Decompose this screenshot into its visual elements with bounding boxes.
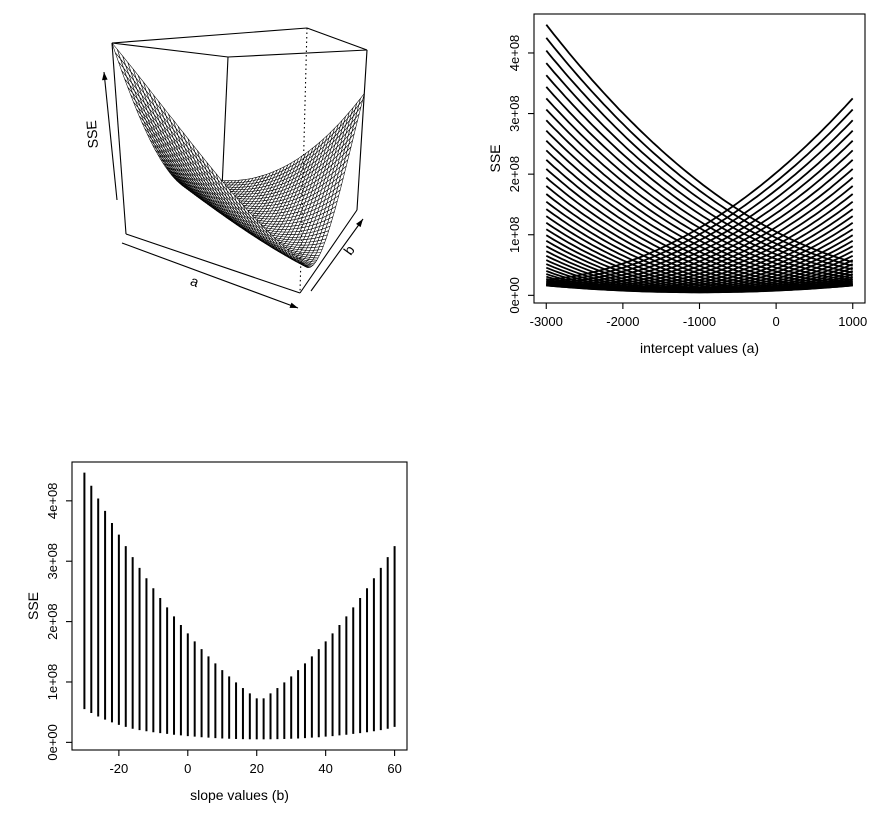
sse-curve-b-50	[546, 149, 854, 287]
sse-curve-b-46	[546, 168, 854, 289]
slope-y-label: SSE	[25, 592, 41, 620]
sse-curve-b-48	[546, 159, 854, 288]
sse-parabola-curves	[545, 24, 854, 294]
b-axis-arrow	[310, 218, 364, 292]
x-tick-label: 60	[387, 761, 401, 776]
sse-axis-arrow	[102, 71, 118, 201]
x-tick-label: 1000	[838, 314, 867, 329]
y-tick-label: 3e+08	[45, 543, 60, 580]
sse-curve-b--26	[545, 50, 853, 271]
intercept-x-label: intercept values (a)	[640, 340, 759, 356]
sse-range-segments	[83, 472, 396, 740]
intercept-axes: -3000 -2000 -1000 0 1000 0e+00 1e+08 2e+08 3e+08…	[487, 13, 867, 356]
y-tick-label: 2e+08	[507, 156, 522, 193]
x-tick-label: 0	[184, 761, 191, 776]
sse-surface-mesh	[111, 42, 365, 268]
x-tick-label: 20	[249, 761, 263, 776]
sse-curve-b--30	[545, 24, 853, 263]
b-axis-label: b	[340, 242, 358, 258]
sse-curve-b--28	[545, 37, 853, 267]
sse-curve-b--20	[545, 86, 853, 279]
x-tick-label: 0	[773, 314, 780, 329]
sse-curve-b-44	[546, 176, 854, 290]
sse-curve-b-52	[546, 140, 854, 286]
sse-curve-b--22	[545, 74, 853, 277]
slope-axes: -20 0 20 40 60 0e+00 1e+08 2e+08 3e+08 4e+08 slope…	[25, 461, 408, 803]
sse-curve-b-58	[546, 108, 854, 283]
intercept-y-label: SSE	[487, 144, 503, 172]
x-tick-label: -1000	[683, 314, 716, 329]
x-tick-label: -20	[109, 761, 128, 776]
sse-vs-slope-plot: -20 0 20 40 60 0e+00 1e+08 2e+08 3e+08 4e+08 slope…	[25, 461, 408, 803]
y-tick-label: 0e+00	[507, 277, 522, 314]
sse-curve-b--24	[545, 62, 853, 274]
y-tick-label: 3e+08	[507, 95, 522, 132]
sse-curve-b-60	[546, 97, 854, 281]
y-tick-label: 2e+08	[45, 603, 60, 640]
y-tick-label: 1e+08	[507, 216, 522, 253]
sse-curve-b-56	[546, 119, 854, 284]
sse-axis-label: SSE	[83, 120, 101, 149]
y-tick-label: 1e+08	[45, 664, 60, 701]
y-tick-label: 0e+00	[45, 724, 60, 761]
a-axis-arrow	[121, 242, 299, 309]
sse-curve-b-54	[546, 129, 854, 286]
x-tick-label: 40	[318, 761, 332, 776]
sse-curve-b-42	[546, 185, 854, 290]
slope-x-label: slope values (b)	[190, 787, 289, 803]
x-tick-label: -3000	[530, 314, 563, 329]
y-tick-label: 4e+08	[507, 35, 522, 72]
x-tick-label: -2000	[606, 314, 639, 329]
y-tick-label: 4e+08	[45, 483, 60, 520]
a-axis-label: a	[188, 272, 201, 290]
sse-vs-intercept-plot: -3000 -2000 -1000 0 1000 0e+00 1e+08 2e+08 3e+08…	[487, 13, 867, 356]
sse-surface-3d-plot: SSE a b	[83, 27, 368, 309]
